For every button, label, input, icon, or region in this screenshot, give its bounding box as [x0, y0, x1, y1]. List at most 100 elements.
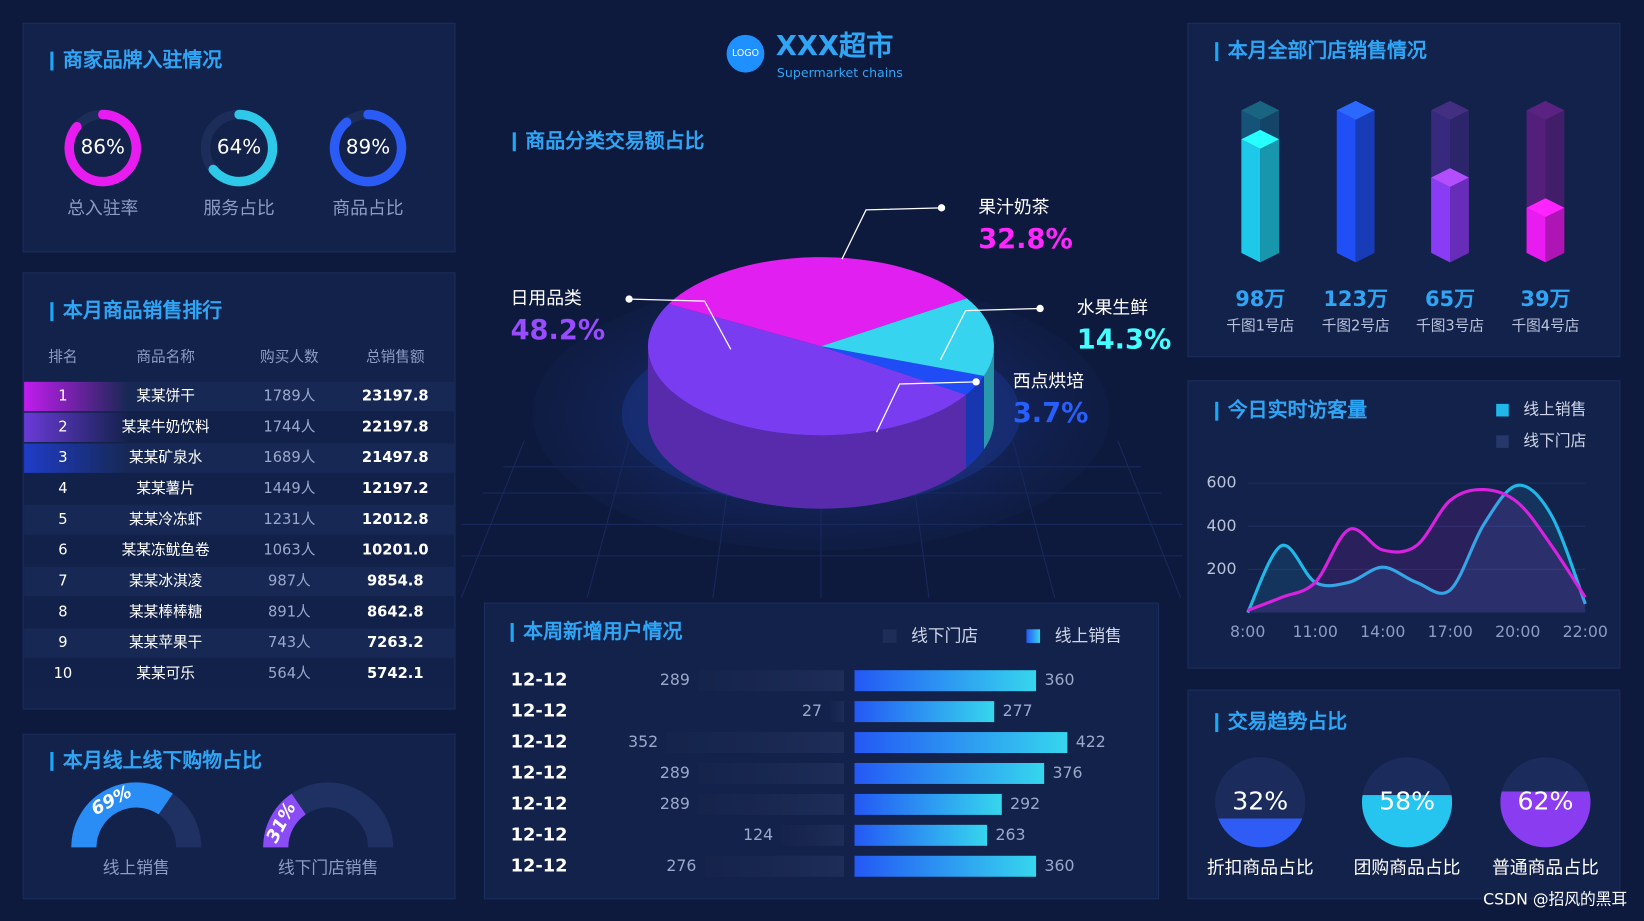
- bar-value: 289: [660, 670, 690, 689]
- prism-left: [1431, 177, 1451, 263]
- bar-value: 277: [1003, 701, 1033, 720]
- title-bar: [1215, 713, 1219, 733]
- x-tick-label: 14:00: [1360, 622, 1405, 641]
- liquid-label: 折扣商品占比: [1207, 857, 1314, 878]
- rank-highlight: [24, 443, 129, 473]
- prism-label: 千图3号店: [1416, 317, 1484, 334]
- table-cell: 9854.8: [367, 572, 424, 589]
- category-label: 12-12: [511, 855, 568, 876]
- legend-swatch: [1026, 629, 1041, 643]
- table-cell: 某某苹果干: [129, 634, 202, 651]
- category-label: 12-12: [511, 762, 568, 783]
- panel-title: 本周新增用户情况: [523, 619, 682, 643]
- table-cell: 891人: [268, 603, 311, 620]
- table-row: [24, 566, 454, 597]
- table-cell: 564人: [268, 665, 311, 682]
- prism-right: [1450, 177, 1469, 263]
- category-label: 12-12: [511, 670, 568, 691]
- prism-label: 千图2号店: [1322, 317, 1390, 334]
- line-area: [1247, 489, 1586, 613]
- x-tick-label: 22:00: [1563, 622, 1608, 641]
- prism-right: [1545, 207, 1565, 263]
- pie-slice: [647, 304, 967, 436]
- legend-swatch: [1496, 403, 1509, 417]
- bar-left: [698, 762, 845, 784]
- ring-value: 64%: [217, 136, 261, 159]
- ring-value: 86%: [81, 136, 125, 159]
- table-cell: 某某冰淇凌: [129, 572, 203, 589]
- ring-arc: [208, 109, 278, 187]
- table-row: [24, 535, 454, 566]
- table-cell: 1789人: [263, 388, 315, 405]
- header-title: XXX超市: [776, 30, 894, 62]
- ring-arc: [329, 109, 407, 187]
- table-cell: 4: [58, 480, 67, 497]
- bar-value: 276: [666, 856, 696, 875]
- bar-value: 360: [1044, 856, 1074, 875]
- leader-line: [629, 298, 732, 350]
- leader-dot: [937, 204, 946, 212]
- table-cell: 2: [58, 418, 67, 435]
- panel-title: 今日实时访客量: [1228, 398, 1367, 422]
- table-header: 购买人数: [260, 349, 319, 366]
- pie-label: 西点烘培: [1013, 371, 1084, 392]
- legend-label: 线上销售: [1055, 626, 1122, 646]
- bar-right: [854, 732, 1068, 754]
- category-label: 12-12: [511, 793, 568, 814]
- bar-right: [854, 855, 1037, 877]
- liquid-label: 团购商品占比: [1354, 857, 1461, 878]
- leader-line: [939, 307, 1041, 361]
- ring-label: 总入驻率: [67, 198, 138, 219]
- table-row: [24, 659, 454, 689]
- liquid-value: 62%: [1517, 786, 1573, 815]
- table-cell: 987人: [268, 572, 311, 589]
- table-cell: 5: [58, 511, 67, 528]
- bar-left: [781, 824, 845, 846]
- legend-label: 线下门店: [911, 626, 978, 646]
- table-cell: 12012.8: [362, 511, 429, 528]
- bar-value: 27: [802, 701, 822, 720]
- table-header: 排名: [48, 349, 77, 366]
- category-label: 12-12: [511, 824, 568, 845]
- half-ring-arc: [263, 793, 307, 849]
- rank-highlight: [24, 412, 129, 443]
- pie-value: 14.3%: [1077, 324, 1172, 355]
- title-bar: [50, 302, 54, 322]
- prism-value: 123万: [1323, 287, 1388, 311]
- legend-label: 线上销售: [1523, 400, 1586, 419]
- category-label: 12-12: [511, 701, 568, 722]
- bar-value: 289: [660, 794, 690, 813]
- table-cell: 某某矿泉水: [129, 449, 203, 466]
- bar-value: 289: [660, 763, 690, 782]
- bar-right: [854, 762, 1045, 784]
- liquid-value: 32%: [1232, 786, 1288, 815]
- table-cell: 某某冷冻虾: [129, 510, 203, 528]
- table-row: [24, 505, 454, 535]
- legend-swatch: [1496, 435, 1509, 448]
- line-area: [1247, 485, 1586, 613]
- leader-dot: [972, 378, 980, 386]
- table-row: [24, 474, 454, 504]
- liquid-label: 普通商品占比: [1492, 857, 1599, 878]
- leader-line: [841, 207, 942, 260]
- title-bar: [1215, 42, 1219, 62]
- panel-title: 商品分类交易额占比: [525, 128, 704, 152]
- line: [1247, 487, 1587, 612]
- liquid-value: 58%: [1379, 786, 1435, 815]
- prism-left: [1526, 207, 1546, 263]
- bar-value: 360: [1044, 670, 1074, 689]
- legend-swatch: [882, 629, 897, 643]
- watermark: CSDN @招风的黑耳: [1483, 889, 1627, 908]
- y-tick-label: 600: [1206, 473, 1236, 492]
- bar-left: [666, 732, 845, 754]
- pie-label: 水果生鲜: [1077, 297, 1148, 318]
- table-row: [24, 628, 454, 658]
- table-cell: 1: [58, 388, 67, 405]
- pie-value: 48.2%: [511, 315, 606, 346]
- pie-label: 果汁奶茶: [978, 197, 1049, 218]
- table-cell: 某某可乐: [136, 665, 195, 682]
- table-cell: 12197.2: [362, 480, 429, 497]
- panel-title: 本月全部门店销售情况: [1228, 38, 1427, 62]
- prism-label: 千图4号店: [1511, 317, 1579, 334]
- panel-title: 本月商品销售排行: [63, 298, 222, 322]
